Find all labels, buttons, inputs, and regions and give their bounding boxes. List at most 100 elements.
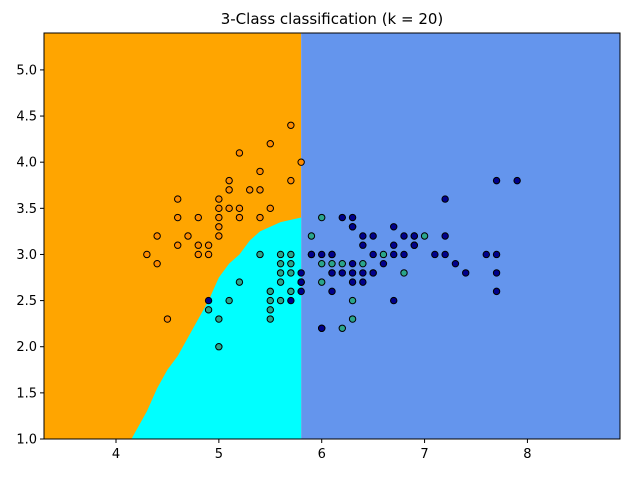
data-point-class2	[390, 241, 398, 249]
region-class2	[301, 33, 620, 439]
decision-regions	[44, 33, 620, 439]
data-point-class1	[204, 306, 213, 314]
data-point-class0	[225, 186, 233, 194]
data-point-class0	[204, 241, 213, 249]
x-tick-label: 4	[112, 447, 120, 462]
chart-title: 3-Class classification (k = 20)	[221, 10, 444, 28]
data-point-class2	[492, 250, 501, 259]
data-point-class2	[379, 259, 388, 268]
data-point-class1	[287, 269, 295, 277]
data-point-class2	[400, 232, 408, 240]
data-point-class1	[266, 306, 274, 314]
data-point-class0	[215, 223, 223, 231]
data-point-class0	[256, 167, 264, 176]
x-tick-label: 8	[523, 447, 531, 462]
data-point-class2	[492, 287, 501, 296]
data-point-class2	[318, 324, 326, 332]
data-point-class2	[307, 250, 316, 259]
data-point-class0	[215, 232, 223, 240]
data-point-class0	[143, 250, 151, 259]
data-point-class0	[256, 213, 264, 222]
data-point-class0	[225, 204, 233, 213]
data-point-class2	[513, 176, 521, 185]
data-point-class2	[441, 195, 449, 203]
axes-frame	[43, 32, 621, 440]
data-point-class0	[194, 213, 202, 222]
data-point-class1	[266, 315, 274, 323]
y-tick-label: 1.5	[16, 386, 37, 401]
data-point-class1	[318, 259, 326, 268]
data-point-class2	[338, 213, 346, 222]
data-point-class2	[369, 250, 377, 259]
y-axis: 1.0 1.5 2.0 2.5 3.0 3.5 4.0 4.5 5.0	[16, 63, 44, 448]
data-point-class0	[215, 195, 223, 203]
data-point-class1	[276, 296, 285, 305]
data-point-class1	[266, 296, 274, 305]
data-point-class0	[174, 195, 182, 203]
data-point-class2	[431, 250, 439, 259]
data-point-class1	[400, 269, 408, 277]
data-point-class0	[174, 213, 182, 222]
data-point-class2	[328, 250, 336, 259]
data-point-class2	[482, 250, 490, 259]
data-point-class1	[307, 232, 316, 240]
data-point-class1	[287, 287, 295, 296]
data-point-class1	[276, 278, 285, 286]
data-point-class1	[338, 259, 346, 268]
x-tick-label: 7	[420, 447, 428, 462]
data-point-class2	[492, 176, 501, 185]
data-point-class0	[266, 140, 274, 148]
y-tick-label: 1.0	[16, 433, 37, 448]
data-point-class1	[276, 259, 285, 268]
data-point-class1	[420, 232, 429, 240]
data-point-class0	[297, 158, 305, 166]
data-point-class1	[328, 259, 336, 268]
y-tick-label: 2.0	[16, 340, 37, 355]
y-tick-label: 4.0	[16, 156, 37, 171]
data-point-class0	[194, 250, 202, 259]
data-point-class2	[348, 278, 357, 286]
data-point-class0	[235, 213, 244, 222]
x-tick-label: 5	[215, 447, 223, 462]
data-points	[143, 121, 521, 351]
data-point-class1	[348, 296, 357, 305]
data-point-class1	[318, 213, 326, 222]
data-point-class0	[215, 204, 223, 213]
data-point-class0	[246, 186, 254, 194]
data-point-class2	[441, 250, 449, 259]
data-point-class0	[153, 259, 161, 268]
data-point-class2	[297, 269, 305, 277]
data-point-class2	[359, 278, 367, 286]
data-point-class1	[318, 278, 326, 286]
region-class1	[131, 217, 302, 439]
data-point-class1	[348, 315, 357, 323]
data-point-class2	[410, 241, 418, 249]
data-point-class2	[492, 269, 501, 277]
data-point-class1	[215, 315, 223, 323]
data-point-class2	[390, 250, 398, 259]
data-point-class2	[359, 241, 367, 249]
data-point-class0	[235, 204, 244, 213]
x-axis: 4 5 6 7 8	[112, 439, 532, 462]
data-point-class1	[379, 250, 388, 259]
data-point-class1	[266, 287, 274, 296]
data-point-class2	[390, 296, 398, 305]
data-point-class2	[400, 250, 408, 259]
data-point-class1	[338, 324, 346, 332]
data-point-class0	[266, 204, 274, 213]
y-tick-label: 3.0	[16, 248, 37, 263]
data-point-class2	[451, 259, 460, 268]
data-point-class1	[276, 269, 285, 277]
data-point-class0	[153, 232, 161, 240]
data-point-class2	[359, 232, 367, 240]
data-point-class1	[276, 250, 285, 259]
data-point-class2	[462, 269, 470, 277]
data-point-class0	[194, 241, 202, 249]
data-point-class0	[184, 232, 192, 240]
data-point-class2	[348, 269, 357, 277]
data-point-class2	[369, 269, 377, 277]
data-point-class0	[174, 241, 182, 249]
data-point-class1	[256, 250, 264, 259]
data-point-class0	[215, 213, 223, 222]
data-point-class0	[163, 315, 172, 323]
